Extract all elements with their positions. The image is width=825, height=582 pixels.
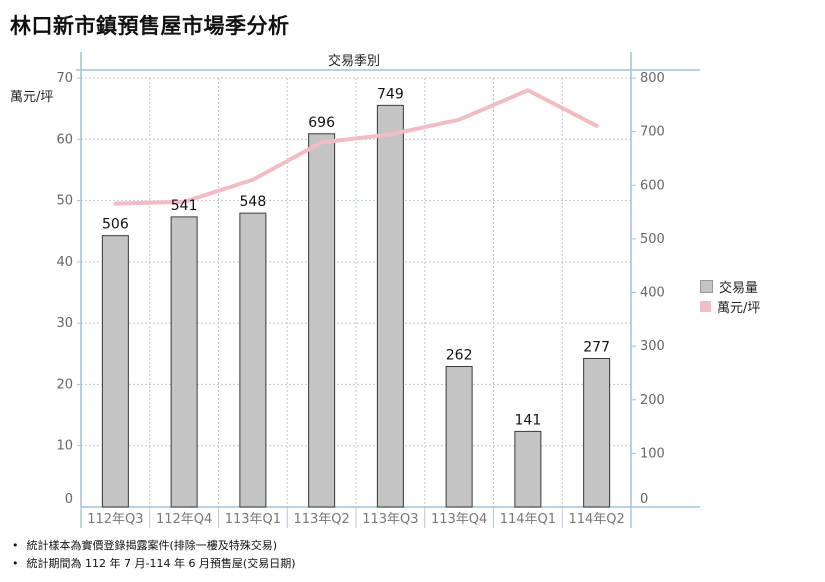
x-tick-label: 113年Q2: [293, 512, 349, 527]
right-tick-label: 100: [640, 446, 665, 461]
legend: 交易量 萬元/坪: [700, 276, 760, 316]
right-tick-label: 0: [640, 492, 648, 507]
bar-data-label: 696: [308, 115, 335, 131]
legend-item-volume: 交易量: [700, 276, 760, 296]
bar: [239, 212, 267, 508]
right-tick-label: 500: [640, 232, 665, 247]
x-tick-label: 114年Q2: [568, 512, 624, 527]
bar: [583, 357, 611, 508]
left-tick-label: 20: [56, 377, 73, 392]
left-axis-ticks: 0 10 20 30 40 50 60 70: [56, 71, 81, 507]
left-tick-label: 30: [56, 316, 73, 331]
right-tick-label: 200: [640, 393, 665, 408]
bar-data-label: 541: [171, 198, 198, 214]
legend-swatch-volume: [700, 279, 713, 293]
footnote-2: 統計期間為 112 年 7 月-114 年 6 月預售屋(交易日期): [12, 555, 296, 573]
x-tick-label: 114年Q1: [500, 512, 556, 527]
bar-series: [101, 104, 611, 508]
footnotes: 統計樣本為實價登錄揭露案件(排除一樓及特殊交易) 統計期間為 112 年 7 月…: [12, 537, 296, 573]
right-tick-label: 400: [640, 286, 665, 301]
left-tick-label: 0: [65, 492, 73, 507]
line-series: [113, 88, 599, 206]
bar: [170, 216, 198, 508]
right-tick-label: 800: [640, 71, 665, 86]
bar-data-label: 548: [240, 194, 267, 210]
right-tick-label: 700: [640, 125, 665, 140]
x-tick-label: 112年Q3: [87, 512, 143, 527]
legend-label-volume: 交易量: [719, 280, 759, 296]
bar: [376, 104, 404, 508]
bar: [308, 133, 336, 508]
price-line: [113, 88, 599, 206]
bar-data-label: 141: [515, 412, 542, 428]
x-tick-label: 113年Q3: [362, 512, 418, 527]
legend-label-price: 萬元/坪: [717, 300, 761, 316]
left-tick-label: 40: [56, 255, 73, 270]
legend-item-price: 萬元/坪: [700, 296, 760, 316]
left-tick-label: 60: [56, 132, 73, 147]
right-tick-label: 600: [640, 178, 665, 193]
bar-data-label: 262: [446, 348, 473, 364]
right-axis-ticks: 0 100 200 300 400 500 600 700 800: [631, 71, 665, 508]
left-tick-label: 10: [56, 439, 73, 454]
legend-swatch-price: [700, 300, 711, 312]
left-axis-label: 萬元/坪: [10, 90, 53, 105]
data-labels: 506 541 548 696 749 262 141 277: [102, 86, 610, 428]
x-tick-label: 112年Q4: [156, 512, 212, 527]
bar: [445, 366, 473, 508]
x-axis-label: 交易季別: [328, 53, 380, 69]
x-tick-label: 113年Q4: [431, 512, 487, 527]
bar: [101, 235, 129, 508]
left-tick-label: 50: [56, 194, 73, 209]
left-tick-label: 70: [56, 71, 73, 86]
chart-title: 林口新市鎮預售屋市場季分析: [10, 14, 290, 38]
bar-data-label: 506: [102, 217, 129, 233]
bar-data-label: 277: [583, 339, 610, 355]
right-tick-label: 300: [640, 339, 665, 354]
footnote-1: 統計樣本為實價登錄揭露案件(排除一樓及特殊交易): [12, 537, 296, 555]
x-axis-ticks: 112年Q3 112年Q4 113年Q1 113年Q2 113年Q3 113年Q4 114年…: [87, 512, 625, 527]
x-tick-label: 113年Q1: [225, 512, 281, 527]
bar-data-label: 749: [377, 86, 404, 102]
grid-lines: [81, 77, 631, 507]
bar: [514, 430, 542, 508]
